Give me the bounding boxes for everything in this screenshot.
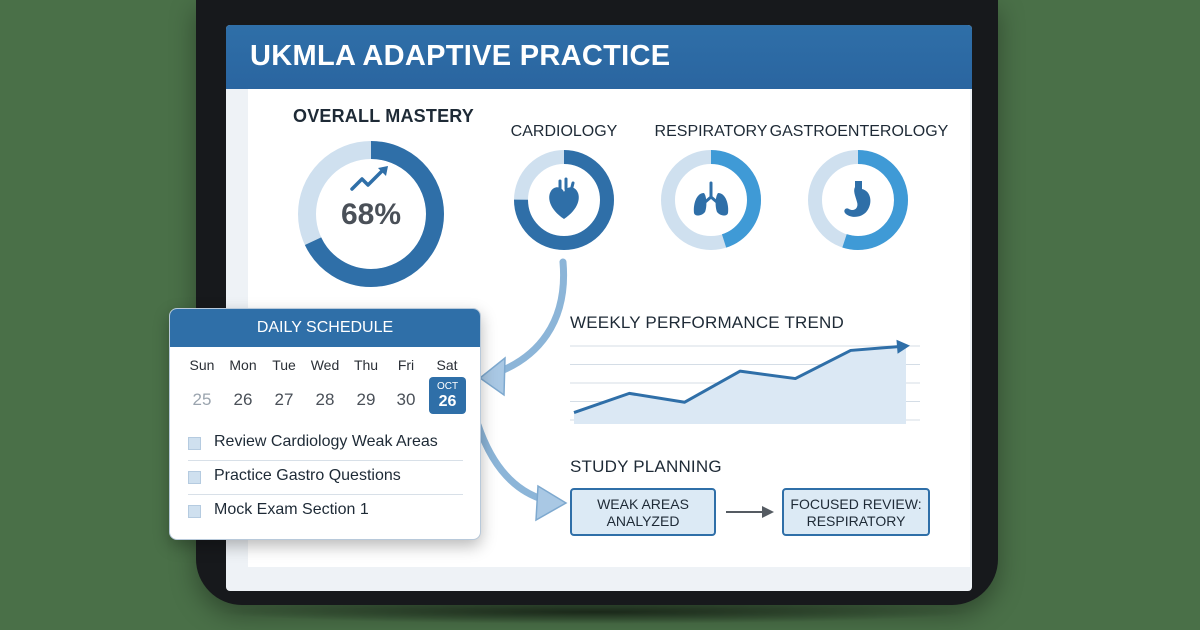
task-divider bbox=[188, 460, 463, 461]
day-today-sat[interactable]: OCT 26 bbox=[429, 377, 466, 414]
schedule-header: DAILY SCHEDULE bbox=[170, 309, 480, 347]
cardiology-ring[interactable] bbox=[513, 149, 615, 251]
overall-mastery-title: OVERALL MASTERY bbox=[293, 106, 475, 126]
stomach-icon bbox=[844, 181, 871, 217]
lungs-icon bbox=[693, 181, 729, 216]
task-label: Practice Gastro Questions bbox=[214, 467, 401, 484]
daily-schedule-card: DAILY SCHEDULE Sun Mon Tue Wed Thu Fri S… bbox=[169, 308, 481, 540]
today-day-number: 26 bbox=[438, 393, 457, 410]
day-name-sun: Sun bbox=[189, 357, 215, 373]
app-title: UKMLA ADAPTIVE PRACTICE bbox=[250, 40, 671, 72]
task-item[interactable]: Practice Gastro Questions bbox=[188, 463, 463, 493]
plan-step-weak-areas[interactable]: WEAK AREAS ANALYZED bbox=[570, 488, 716, 536]
heart-icon bbox=[549, 177, 579, 219]
overall-ring-progress bbox=[298, 141, 444, 287]
schedule-title: DAILY SCHEDULE bbox=[256, 319, 394, 336]
day-num-mon[interactable]: 26 bbox=[233, 390, 253, 409]
app-header: UKMLA ADAPTIVE PRACTICE bbox=[226, 25, 972, 89]
plan-step-focused-review[interactable]: FOCUSED REVIEW: RESPIRATORY bbox=[782, 488, 930, 536]
task-label: Review Cardiology Weak Areas bbox=[214, 433, 438, 450]
day-num-tue[interactable]: 27 bbox=[274, 390, 294, 409]
category-label-cardiology: CARDIOLOGY bbox=[510, 123, 618, 140]
weekly-trend-title: WEEKLY PERFORMANCE TREND bbox=[570, 313, 845, 332]
day-num-fri[interactable]: 30 bbox=[396, 390, 416, 409]
plan-step-weak-areas-line1: WEAK AREAS bbox=[597, 496, 689, 512]
category-label-respiratory: RESPIRATORY bbox=[654, 123, 768, 140]
task-item[interactable]: Mock Exam Section 1 bbox=[188, 497, 463, 527]
category-label-gastroenterology: GASTROENTEROLOGY bbox=[769, 123, 949, 140]
day-name-thu: Thu bbox=[353, 357, 379, 373]
day-name-mon: Mon bbox=[229, 357, 257, 373]
day-name-fri: Fri bbox=[397, 357, 415, 373]
overall-mastery-ring[interactable]: 68% bbox=[294, 137, 448, 291]
day-num-wed[interactable]: 28 bbox=[315, 390, 335, 409]
day-num-thu[interactable]: 29 bbox=[356, 390, 376, 409]
day-name-sat: Sat bbox=[436, 357, 458, 373]
gastroenterology-ring[interactable] bbox=[807, 149, 909, 251]
task-item[interactable]: Review Cardiology Weak Areas bbox=[188, 429, 463, 459]
day-name-wed: Wed bbox=[310, 357, 340, 373]
trend-up-icon bbox=[350, 166, 388, 191]
trend-area-fill bbox=[574, 346, 906, 424]
today-month: OCT bbox=[436, 381, 459, 392]
trend-arrowhead bbox=[896, 339, 910, 354]
study-planning-title: STUDY PLANNING bbox=[570, 457, 722, 476]
overall-mastery-value: 68% bbox=[341, 198, 401, 231]
task-checkbox[interactable] bbox=[188, 437, 201, 450]
day-num-sun[interactable]: 25 bbox=[192, 390, 212, 409]
weekly-trend-chart bbox=[570, 339, 920, 424]
respiratory-ring-progress bbox=[661, 150, 761, 250]
cardiology-ring-progress bbox=[514, 150, 614, 250]
respiratory-ring[interactable] bbox=[660, 149, 762, 251]
trend-line bbox=[573, 344, 907, 415]
plan-step-focused-review-line2: RESPIRATORY bbox=[806, 513, 906, 529]
task-checkbox[interactable] bbox=[188, 471, 201, 484]
plan-step-focused-review-line1: FOCUSED REVIEW: bbox=[790, 496, 922, 512]
task-checkbox[interactable] bbox=[188, 505, 201, 518]
gastroenterology-ring-progress bbox=[808, 150, 908, 250]
plan-step-weak-areas-line2: ANALYZED bbox=[606, 513, 680, 529]
task-label: Mock Exam Section 1 bbox=[214, 501, 369, 518]
task-divider bbox=[188, 494, 463, 495]
plan-arrow-icon bbox=[726, 506, 774, 518]
day-name-tue: Tue bbox=[272, 357, 296, 373]
